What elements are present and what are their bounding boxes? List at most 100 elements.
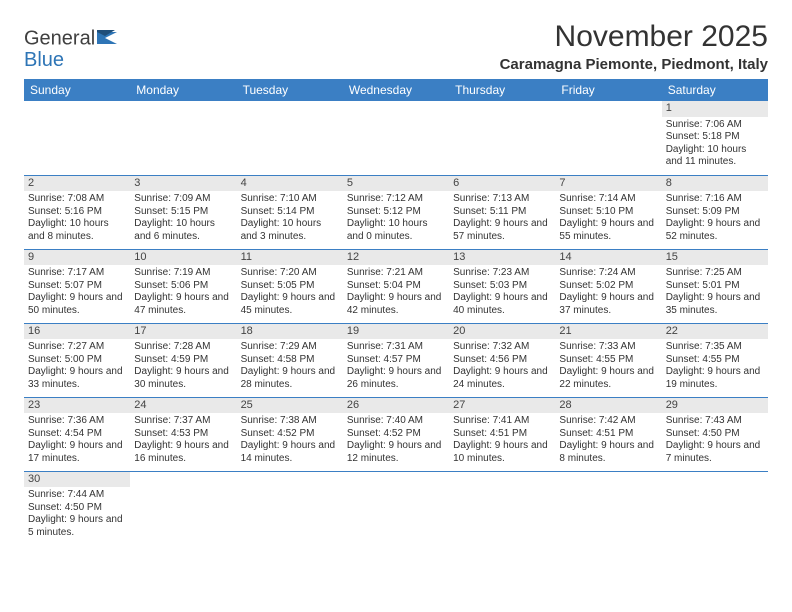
daylight-text: Daylight: 9 hours and 37 minutes. [559,292,657,317]
sunrise-text: Sunrise: 7:37 AM [134,415,232,428]
daylight-text: Daylight: 9 hours and 19 minutes. [666,366,764,391]
sunrise-text: Sunrise: 7:27 AM [28,341,126,354]
sunrise-text: Sunrise: 7:43 AM [666,415,764,428]
daylight-text: Daylight: 10 hours and 3 minutes. [241,218,339,243]
day-number: 12 [343,250,449,266]
sunset-text: Sunset: 4:54 PM [28,428,126,441]
day-number: 11 [237,250,343,266]
location-label: Caramagna Piemonte, Piedmont, Italy [500,56,768,73]
weekday-header: Sunday [24,79,130,101]
brand-logo: GeneralBlue [24,28,119,70]
brand-name-part1: General [24,27,95,49]
calendar-day-cell: 15Sunrise: 7:25 AMSunset: 5:01 PMDayligh… [662,249,768,323]
daylight-text: Daylight: 9 hours and 14 minutes. [241,440,339,465]
calendar-week-row: 23Sunrise: 7:36 AMSunset: 4:54 PMDayligh… [24,397,768,471]
calendar-day-cell: 14Sunrise: 7:24 AMSunset: 5:02 PMDayligh… [555,249,661,323]
sunset-text: Sunset: 4:50 PM [666,428,764,441]
sunset-text: Sunset: 4:58 PM [241,354,339,367]
sunrise-text: Sunrise: 7:12 AM [347,193,445,206]
title-block: November 2025 Caramagna Piemonte, Piedmo… [500,20,768,73]
day-number: 20 [449,324,555,340]
calendar-day-cell: 21Sunrise: 7:33 AMSunset: 4:55 PMDayligh… [555,323,661,397]
calendar-day-cell: 16Sunrise: 7:27 AMSunset: 5:00 PMDayligh… [24,323,130,397]
brand-name: GeneralBlue [24,28,119,70]
month-title: November 2025 [500,20,768,54]
sunset-text: Sunset: 5:10 PM [559,206,657,219]
sunset-text: Sunset: 4:52 PM [241,428,339,441]
day-number: 24 [130,398,236,414]
calendar-table: Sunday Monday Tuesday Wednesday Thursday… [24,79,768,545]
calendar-day-cell: 13Sunrise: 7:23 AMSunset: 5:03 PMDayligh… [449,249,555,323]
calendar-day-cell: 3Sunrise: 7:09 AMSunset: 5:15 PMDaylight… [130,175,236,249]
calendar-day-cell: 20Sunrise: 7:32 AMSunset: 4:56 PMDayligh… [449,323,555,397]
calendar-day-cell: 11Sunrise: 7:20 AMSunset: 5:05 PMDayligh… [237,249,343,323]
sunset-text: Sunset: 5:12 PM [347,206,445,219]
sunrise-text: Sunrise: 7:21 AM [347,267,445,280]
sunset-text: Sunset: 5:02 PM [559,280,657,293]
sunrise-text: Sunrise: 7:31 AM [347,341,445,354]
calendar-day-cell: 5Sunrise: 7:12 AMSunset: 5:12 PMDaylight… [343,175,449,249]
sunrise-text: Sunrise: 7:44 AM [28,489,126,502]
day-number: 28 [555,398,661,414]
calendar-day-cell: 22Sunrise: 7:35 AMSunset: 4:55 PMDayligh… [662,323,768,397]
sunrise-text: Sunrise: 7:08 AM [28,193,126,206]
day-number: 10 [130,250,236,266]
calendar-day-cell: 26Sunrise: 7:40 AMSunset: 4:52 PMDayligh… [343,397,449,471]
calendar-day-cell [555,471,661,545]
sunset-text: Sunset: 5:03 PM [453,280,551,293]
day-number: 4 [237,176,343,192]
calendar-week-row: 1Sunrise: 7:06 AMSunset: 5:18 PMDaylight… [24,101,768,175]
calendar-day-cell: 23Sunrise: 7:36 AMSunset: 4:54 PMDayligh… [24,397,130,471]
calendar-day-cell [555,101,661,175]
daylight-text: Daylight: 9 hours and 33 minutes. [28,366,126,391]
day-number: 30 [24,472,130,488]
sunset-text: Sunset: 4:59 PM [134,354,232,367]
calendar-day-cell [343,101,449,175]
day-number: 21 [555,324,661,340]
daylight-text: Daylight: 9 hours and 47 minutes. [134,292,232,317]
calendar-day-cell: 8Sunrise: 7:16 AMSunset: 5:09 PMDaylight… [662,175,768,249]
sunset-text: Sunset: 5:09 PM [666,206,764,219]
sunrise-text: Sunrise: 7:33 AM [559,341,657,354]
day-number: 16 [24,324,130,340]
sunset-text: Sunset: 4:50 PM [28,502,126,515]
calendar-day-cell: 6Sunrise: 7:13 AMSunset: 5:11 PMDaylight… [449,175,555,249]
sunset-text: Sunset: 4:57 PM [347,354,445,367]
sunrise-text: Sunrise: 7:20 AM [241,267,339,280]
sunrise-text: Sunrise: 7:25 AM [666,267,764,280]
sunrise-text: Sunrise: 7:40 AM [347,415,445,428]
header: GeneralBlue November 2025 Caramagna Piem… [24,20,768,73]
sunset-text: Sunset: 5:04 PM [347,280,445,293]
day-number: 29 [662,398,768,414]
sunrise-text: Sunrise: 7:06 AM [666,119,764,132]
daylight-text: Daylight: 10 hours and 8 minutes. [28,218,126,243]
sunrise-text: Sunrise: 7:24 AM [559,267,657,280]
sunrise-text: Sunrise: 7:16 AM [666,193,764,206]
calendar-day-cell [237,471,343,545]
day-number: 14 [555,250,661,266]
daylight-text: Daylight: 9 hours and 42 minutes. [347,292,445,317]
sunset-text: Sunset: 4:51 PM [453,428,551,441]
calendar-day-cell: 4Sunrise: 7:10 AMSunset: 5:14 PMDaylight… [237,175,343,249]
calendar-day-cell: 24Sunrise: 7:37 AMSunset: 4:53 PMDayligh… [130,397,236,471]
sunset-text: Sunset: 5:14 PM [241,206,339,219]
sunset-text: Sunset: 4:55 PM [666,354,764,367]
daylight-text: Daylight: 9 hours and 28 minutes. [241,366,339,391]
day-number: 13 [449,250,555,266]
sunrise-text: Sunrise: 7:38 AM [241,415,339,428]
daylight-text: Daylight: 9 hours and 8 minutes. [559,440,657,465]
sunset-text: Sunset: 4:55 PM [559,354,657,367]
calendar-day-cell: 30Sunrise: 7:44 AMSunset: 4:50 PMDayligh… [24,471,130,545]
weekday-header: Monday [130,79,236,101]
flag-icon [97,28,119,48]
day-number: 7 [555,176,661,192]
sunrise-text: Sunrise: 7:28 AM [134,341,232,354]
calendar-week-row: 16Sunrise: 7:27 AMSunset: 5:00 PMDayligh… [24,323,768,397]
calendar-day-cell: 27Sunrise: 7:41 AMSunset: 4:51 PMDayligh… [449,397,555,471]
sunset-text: Sunset: 5:16 PM [28,206,126,219]
sunrise-text: Sunrise: 7:23 AM [453,267,551,280]
day-number: 6 [449,176,555,192]
day-number: 15 [662,250,768,266]
day-number: 18 [237,324,343,340]
calendar-day-cell: 2Sunrise: 7:08 AMSunset: 5:16 PMDaylight… [24,175,130,249]
